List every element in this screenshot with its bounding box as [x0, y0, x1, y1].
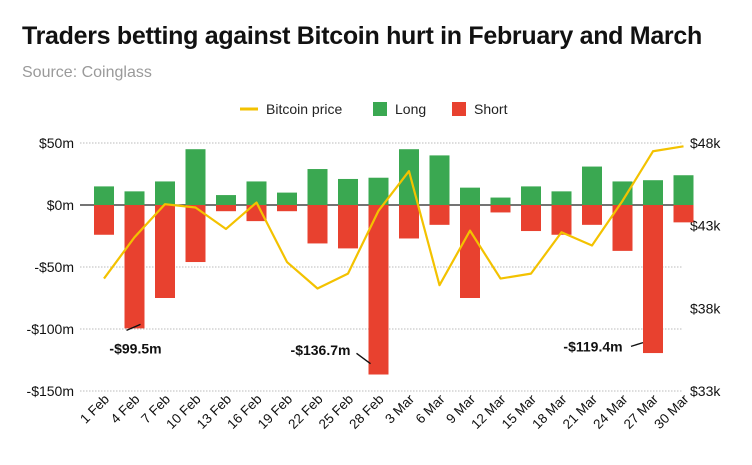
bar-long	[94, 186, 114, 205]
bar-long	[307, 169, 328, 205]
bar-long	[612, 181, 633, 205]
legend-swatch-short	[452, 102, 466, 116]
annotation-leader	[126, 323, 141, 332]
bar-long	[246, 181, 267, 205]
annotation-label: -$119.4m	[563, 338, 622, 354]
legend: Bitcoin price Long Short	[240, 101, 508, 117]
bitcoin-price-line	[103, 145, 684, 290]
bar-short	[185, 205, 206, 263]
bars	[94, 149, 694, 375]
bar-short	[368, 205, 389, 375]
bar-long	[460, 187, 480, 205]
left-tick-label: -$50m	[34, 259, 74, 275]
bar-short	[490, 205, 511, 213]
right-tick-label: $38k	[690, 300, 721, 316]
bar-long	[429, 155, 450, 205]
bar-short	[246, 205, 267, 222]
x-tick-label: 6 Mar	[413, 391, 448, 426]
bar-short	[216, 205, 236, 212]
chart-title: Traders betting against Bitcoin hurt in …	[22, 22, 702, 50]
bar-long	[124, 191, 145, 205]
bar-short	[94, 205, 114, 235]
annotation-leader	[356, 352, 371, 365]
left-tick-label: -$150m	[27, 383, 74, 399]
legend-label: Bitcoin price	[266, 101, 342, 117]
left-tick-label: -$100m	[27, 321, 74, 337]
bar-long	[338, 178, 358, 205]
x-tick-label: 4 Feb	[108, 392, 143, 427]
bar-short	[551, 205, 572, 235]
legend-label: Long	[395, 101, 426, 117]
x-tick-label: 1 Feb	[77, 392, 112, 427]
bar-short	[460, 205, 480, 298]
bar-long	[521, 186, 541, 205]
x-tick-label: 30 Mar	[651, 391, 692, 432]
annotation-label: -$99.5m	[109, 340, 161, 356]
right-tick-label: $43k	[690, 218, 721, 234]
price-line-group	[103, 145, 684, 290]
x-tick-label: 28 Feb	[346, 392, 386, 432]
bar-long	[673, 175, 694, 205]
right-axis: $48k $43k $38k $33k	[690, 135, 721, 399]
bar-short	[582, 205, 602, 225]
x-tick-label: 3 Mar	[382, 391, 417, 426]
bar-long	[185, 149, 206, 205]
bar-short	[673, 205, 694, 223]
annotations: -$99.5m -$136.7m -$119.4m	[109, 323, 644, 365]
bar-long	[155, 181, 175, 205]
left-axis: $50m $0m -$50m -$100m -$150m	[27, 135, 74, 399]
annotation-leader	[630, 341, 644, 348]
bar-short	[399, 205, 419, 239]
bar-short	[124, 205, 145, 329]
bar-long	[643, 180, 663, 205]
bar-short	[643, 205, 663, 354]
left-tick-label: $0m	[47, 197, 74, 213]
right-tick-label: $48k	[690, 135, 721, 151]
bar-short	[338, 205, 358, 249]
bar-short	[155, 205, 175, 298]
chart-subtitle: Source: Coinglass	[22, 64, 152, 81]
bar-short	[521, 205, 541, 232]
bar-short	[612, 205, 633, 251]
bar-long	[582, 166, 602, 205]
legend-label: Short	[474, 101, 508, 117]
left-tick-label: $50m	[39, 135, 74, 151]
bar-long	[490, 197, 511, 205]
right-tick-label: $33k	[690, 383, 721, 399]
bar-short	[307, 205, 328, 244]
bar-short	[429, 205, 450, 225]
legend-swatch-long	[373, 102, 387, 116]
bar-long	[368, 177, 389, 205]
bar-long	[216, 195, 236, 205]
annotation-label: -$136.7m	[291, 342, 351, 358]
bar-short	[277, 205, 297, 212]
bar-long	[551, 191, 572, 205]
bar-long	[277, 192, 297, 205]
